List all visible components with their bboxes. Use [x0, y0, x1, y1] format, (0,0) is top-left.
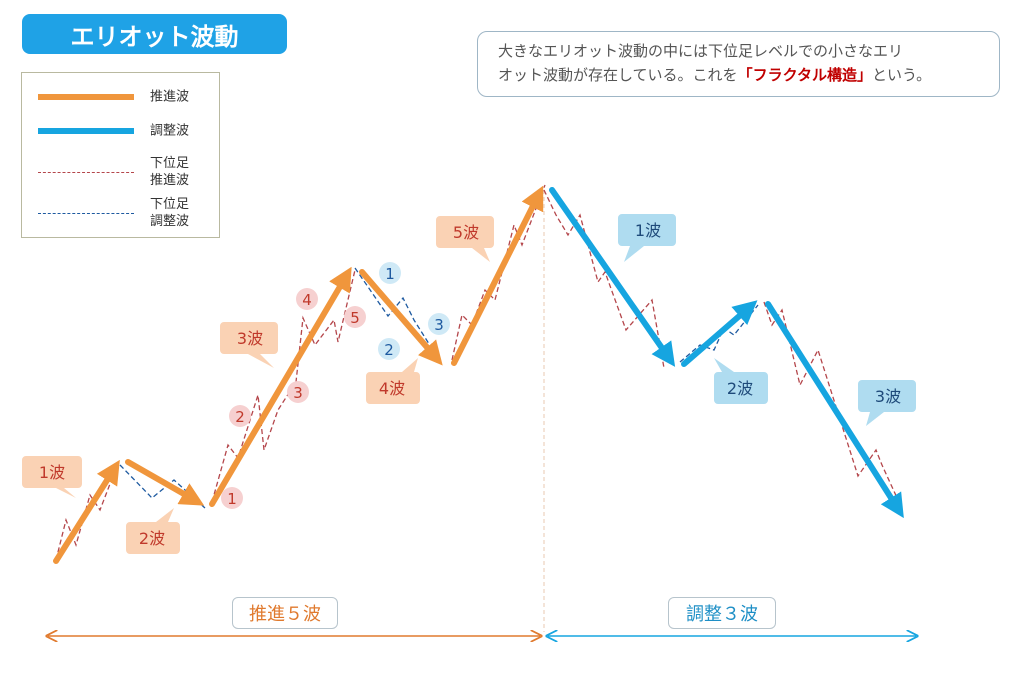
sub-corrective-number-3: 3	[428, 313, 450, 335]
corrective-wave-3-text: 3波	[875, 387, 901, 406]
sub-impulse-segment-3	[211, 269, 356, 503]
corrective-wave-1-text: 1波	[635, 221, 661, 240]
fractal-note: 大きなエリオット波動の中には下位足レベルでの小さなエリ オット波動が存在している…	[477, 31, 1000, 97]
sub-corrective-segment-2	[119, 464, 206, 509]
sub-corrective-number-1-text: 1	[385, 265, 395, 283]
impulse-wave-4-text: 4波	[379, 379, 405, 398]
note-line-2-end: という。	[871, 66, 932, 84]
corrective-phase-label: 調整３波	[668, 597, 776, 629]
sub-corrective-number-3-text: 3	[434, 316, 444, 334]
sub-impulse-number-3-text: 3	[293, 384, 303, 402]
legend-label-sub-corrective: 下位足 調整波	[150, 197, 190, 229]
impulse-wave-3-text: 3波	[237, 329, 263, 348]
legend-item-sub-corrective: 下位足 調整波	[22, 193, 221, 233]
sub-impulse-number-3: 3	[287, 381, 309, 403]
sub-impulse-segment-1	[55, 462, 119, 561]
impulse-wave-1-label: 1波	[22, 456, 82, 498]
impulse-phase-label: 推進５波	[232, 597, 338, 629]
sub-impulse-number-2: 2	[229, 405, 251, 427]
legend-label-sub-impulse: 下位足 推進波	[150, 156, 190, 188]
impulse-wave-1-arrow	[53, 459, 120, 564]
sub-corrective-segment-4	[354, 267, 437, 356]
sub-impulse-number-5: 5	[344, 306, 366, 328]
legend-swatch-sub-impulse	[38, 172, 134, 173]
legend-label-corrective: 調整波	[150, 123, 190, 139]
impulse-wave-2-label: 2波	[126, 508, 180, 554]
sub-corrective-segment-b	[679, 304, 759, 363]
corrective-wave-3-label: 3波	[858, 380, 916, 426]
corrective-wave-2-arrow	[681, 300, 758, 367]
sub-corrective-number-1: 1	[379, 262, 401, 284]
sub-impulse-segment-a	[543, 189, 665, 369]
note-line-1: 大きなエリオット波動の中には下位足レベルでの小さなエリ	[498, 42, 904, 60]
corrective-wave-2-text: 2波	[727, 379, 753, 398]
corrective-wave-1-arrow	[549, 187, 676, 367]
fractal-structure-highlight: 「フラクタル構造」	[737, 66, 872, 84]
legend-item-corrective: 調整波	[22, 111, 221, 151]
sub-impulse-number-4-text: 4	[302, 291, 312, 309]
impulse-wave-3-label: 3波	[220, 322, 278, 368]
corrective-wave-3-arrow	[765, 301, 904, 519]
impulse-wave-2-arrow	[125, 459, 205, 506]
legend-item-sub-impulse: 下位足 推進波	[22, 152, 221, 192]
sub-impulse-number-4: 4	[296, 288, 318, 310]
impulse-wave-1-text: 1波	[39, 463, 65, 482]
impulse-wave-4-arrow	[359, 269, 443, 366]
legend-swatch-impulse	[38, 94, 134, 100]
sub-impulse-number-1: 1	[221, 487, 243, 509]
sub-impulse-number-2-text: 2	[235, 408, 245, 426]
corrective-wave-2-label: 2波	[714, 358, 768, 404]
impulse-wave-5-arrow	[451, 185, 544, 366]
legend-label-impulse: 推進波	[150, 89, 190, 105]
impulse-wave-5-label: 5波	[436, 216, 494, 262]
legend: 推進波 調整波 下位足 推進波 下位足 調整波	[21, 72, 220, 238]
diagram-title: エリオット波動	[22, 14, 287, 54]
impulse-wave-4-label: 4波	[366, 358, 420, 404]
legend-swatch-sub-corrective	[38, 213, 134, 214]
corrective-wave-1-label: 1波	[618, 214, 676, 262]
note-line-2-start: オット波動が存在している。これを	[498, 66, 738, 84]
impulse-wave-5-text: 5波	[453, 223, 479, 242]
sub-corrective-number-2-text: 2	[384, 341, 394, 359]
legend-item-impulse: 推進波	[22, 77, 221, 117]
impulse-wave-3-arrow	[209, 266, 352, 507]
sub-impulse-number-1-text: 1	[227, 490, 237, 508]
sub-corrective-number-2: 2	[378, 338, 400, 360]
impulse-wave-2-text: 2波	[139, 529, 165, 548]
legend-swatch-corrective	[38, 128, 134, 134]
sub-impulse-number-5-text: 5	[350, 309, 360, 327]
note-line-2: オット波動が存在している。これを「フラクタル構造」という。	[498, 63, 985, 87]
